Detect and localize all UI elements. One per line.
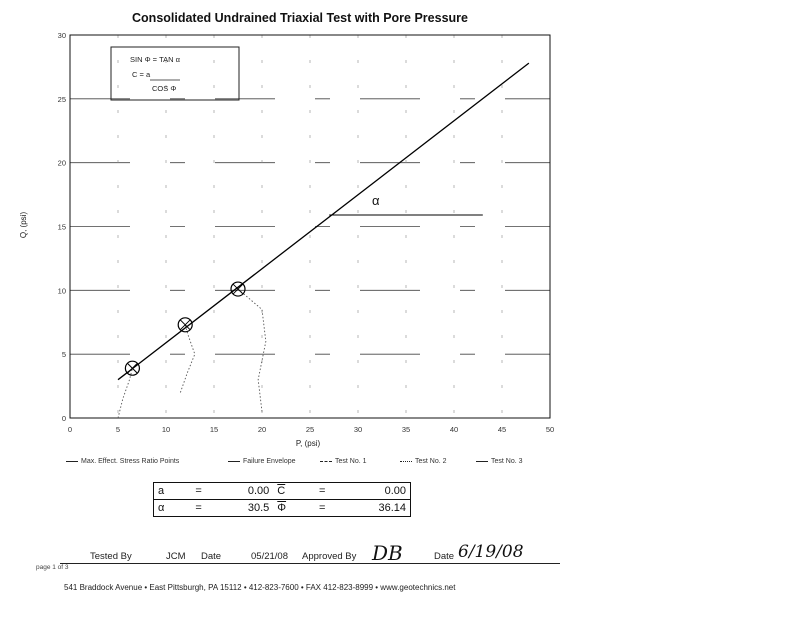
failure-envelope-layer — [117, 62, 530, 381]
legend-item-1: Max. Effect. Stress Ratio Points — [66, 458, 179, 465]
date2-label: Date — [434, 551, 455, 562]
y-tick-label-0: 0 — [62, 414, 66, 423]
alpha-equals: = — [195, 502, 202, 514]
x-tick-label-7: 35 — [402, 425, 410, 434]
formula-box — [110, 46, 240, 101]
date2-value: 6/19/08 — [458, 542, 524, 562]
x-tick-label-2: 10 — [162, 425, 170, 434]
x-tick-label-4: 20 — [258, 425, 266, 434]
formula-line-2: C = a — [132, 70, 151, 79]
tick-layer: 0 5 10 15 20 25 30 35 40 45 50 0 5 10 15 20 25 30 — [58, 31, 555, 434]
tested-by-label: Tested By — [90, 551, 132, 562]
date-label: Date — [201, 551, 222, 562]
c-label: C — [277, 485, 286, 497]
data-point-cross-b-3 — [232, 283, 244, 295]
data-point-3 — [230, 281, 246, 297]
phi-value: 36.14 — [378, 502, 406, 514]
legend-item-4: Test No. 2 — [400, 458, 447, 465]
y-tick-label-5: 25 — [58, 95, 66, 104]
x-axis-label: P, (psi) — [296, 439, 321, 448]
page-number: page 1 of 3 — [36, 564, 69, 571]
footer-rule — [60, 563, 560, 564]
y-tick-label-6: 30 — [58, 31, 66, 40]
a-label: a — [158, 485, 165, 497]
data-point-cross-b-2 — [179, 319, 191, 331]
c-value: 0.00 — [384, 485, 406, 497]
x-tick-label-3: 15 — [210, 425, 218, 434]
x-tick-label-0: 0 — [68, 425, 72, 434]
x-tick-label-9: 45 — [498, 425, 506, 434]
failure-envelope-line — [117, 62, 530, 381]
results-table: a = 0.00 C = 0.00 α = 30.5 Φ = 36.14 — [153, 482, 411, 517]
data-point-cross-b-1 — [127, 362, 138, 374]
legend-item-2: Failure Envelope — [228, 458, 296, 465]
c-equals: = — [319, 485, 326, 497]
data-point-circle-2 — [177, 317, 193, 333]
x-tick-label-1: 5 — [116, 425, 120, 434]
stress-path-layer — [117, 288, 267, 419]
alpha-label: α — [158, 502, 165, 514]
y-tick-label-1: 5 — [62, 350, 66, 359]
data-point-2 — [177, 317, 193, 333]
plot-frame — [69, 34, 551, 419]
alpha-value: 30.5 — [247, 502, 270, 514]
y-tick-label-4: 20 — [58, 159, 66, 168]
x-tick-label-6: 30 — [354, 425, 362, 434]
y-tick-label-3: 15 — [58, 223, 66, 232]
legend-item-3: Test No. 1 — [320, 458, 367, 465]
y-tick-label-2: 10 — [58, 286, 66, 295]
alpha-symbol: α — [372, 193, 380, 208]
data-point-circle-1 — [124, 360, 140, 376]
results-row-2: α = 30.5 Φ = 36.14 — [153, 499, 411, 517]
stress-path-2 — [179, 324, 196, 393]
stress-path-3 — [237, 288, 267, 412]
grid-layer — [70, 35, 550, 418]
approved-by-value: DB — [372, 541, 403, 565]
date-value: 05/21/08 — [251, 551, 288, 562]
stress-path-1 — [117, 368, 133, 419]
data-point-1 — [124, 360, 140, 376]
x-tick-label-10: 50 — [546, 425, 554, 434]
tested-by-value: JCM — [166, 551, 186, 562]
results-row-1: a = 0.00 C = 0.00 — [154, 483, 411, 500]
a-equals: = — [195, 485, 202, 497]
chart: 0 5 10 15 20 25 30 35 40 45 50 0 5 10 15 20 25 30 P, (psi… — [19, 31, 555, 448]
data-point-circle-3 — [230, 281, 246, 297]
company-address: 541 Braddock Avenue • East Pittsburgh, P… — [64, 583, 456, 592]
phi-label: Φ — [277, 502, 287, 514]
x-tick-label-8: 40 — [450, 425, 458, 434]
formula-line-3: COS Φ — [152, 84, 176, 93]
x-tick-label-5: 25 — [306, 425, 314, 434]
formula-line-1: SIN Φ = TAN α — [130, 55, 181, 64]
a-value: 0.00 — [247, 485, 270, 497]
chart-title: Consolidated Undrained Triaxial Test wit… — [132, 11, 468, 25]
y-axis-label: Q, (psi) — [19, 212, 28, 239]
legend-item-5: Test No. 3 — [476, 458, 523, 465]
phi-equals: = — [319, 502, 326, 514]
points-layer — [124, 281, 246, 376]
approved-by-label: Approved By — [302, 551, 357, 562]
